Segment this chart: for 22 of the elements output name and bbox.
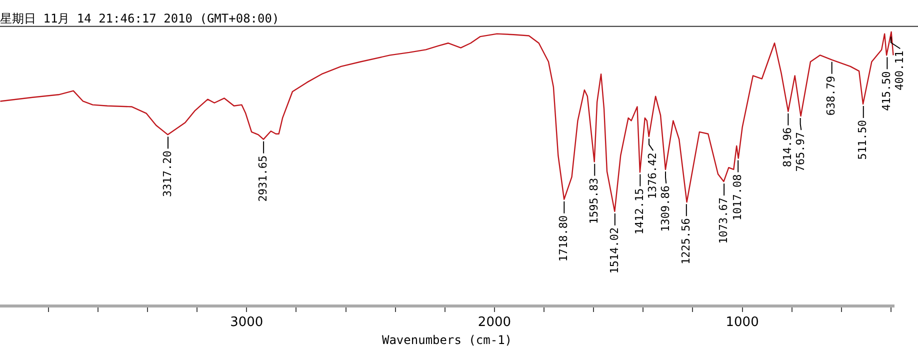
annotation: 1376.42: [646, 152, 660, 199]
annotation: 814.96: [781, 127, 794, 168]
annotation: 1225.56: [679, 218, 692, 264]
annotation: 765.97: [794, 132, 808, 172]
x-tick-label: 3000: [230, 315, 264, 330]
annotation: 3317.20: [160, 150, 174, 198]
annotation: 1718.80: [557, 215, 570, 262]
annotation: 638.79: [824, 76, 838, 116]
annotation: 1309.86: [659, 185, 672, 232]
annotation: 1514.02: [608, 227, 621, 274]
x-tick-label: 2000: [478, 315, 512, 330]
chart-title: 星期日 11月 14 21:46:17 2010 (GMT+08:00): [0, 11, 280, 26]
x-axis-title: Wavenumbers (cm-1): [382, 332, 512, 347]
annotation: 1412.15: [633, 188, 646, 235]
annotation: 400.11: [893, 50, 906, 90]
annotation: 511.50: [856, 120, 870, 160]
annotation: 1073.67: [716, 198, 730, 244]
annotation: 415.50: [880, 71, 894, 111]
annotation: 1595.83: [587, 178, 600, 224]
annotation: 2931.65: [256, 155, 270, 202]
x-tick-label: 1000: [726, 315, 759, 330]
annotation: 1017.08: [730, 174, 744, 221]
